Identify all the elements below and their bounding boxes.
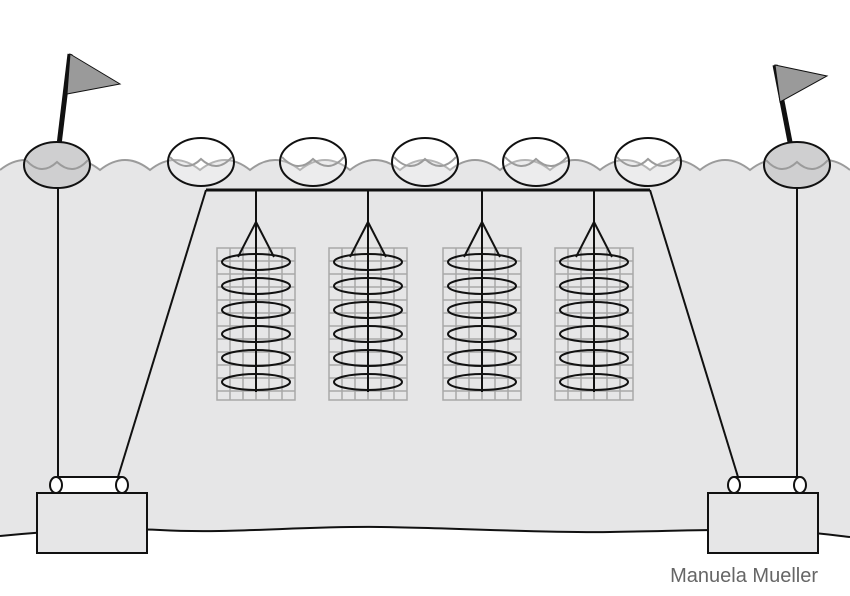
lantern-net (442, 190, 522, 401)
anchor-tube-right (727, 476, 807, 494)
anchor-line-right-diagonal (649, 189, 739, 478)
float-buoy (279, 137, 347, 187)
anchor-line-left-diagonal (117, 189, 207, 478)
lantern-net (216, 190, 296, 401)
marker-flag-right (772, 64, 829, 143)
marker-flag-left (56, 53, 122, 146)
lantern-net (328, 190, 408, 401)
author-credit: Manuela Mueller (670, 565, 818, 587)
water-body (0, 160, 850, 596)
float-buoy (167, 137, 235, 187)
anchor-block-left (36, 492, 148, 554)
anchor-tube-left (49, 476, 129, 494)
marker-buoy-right (763, 141, 831, 189)
float-buoy (614, 137, 682, 187)
float-buoy (391, 137, 459, 187)
seabed (0, 526, 850, 596)
marker-buoy-left (23, 141, 91, 189)
lantern-net (554, 190, 634, 401)
float-buoy (502, 137, 570, 187)
lantern-nets (216, 190, 634, 401)
anchor-block-right (707, 492, 819, 554)
